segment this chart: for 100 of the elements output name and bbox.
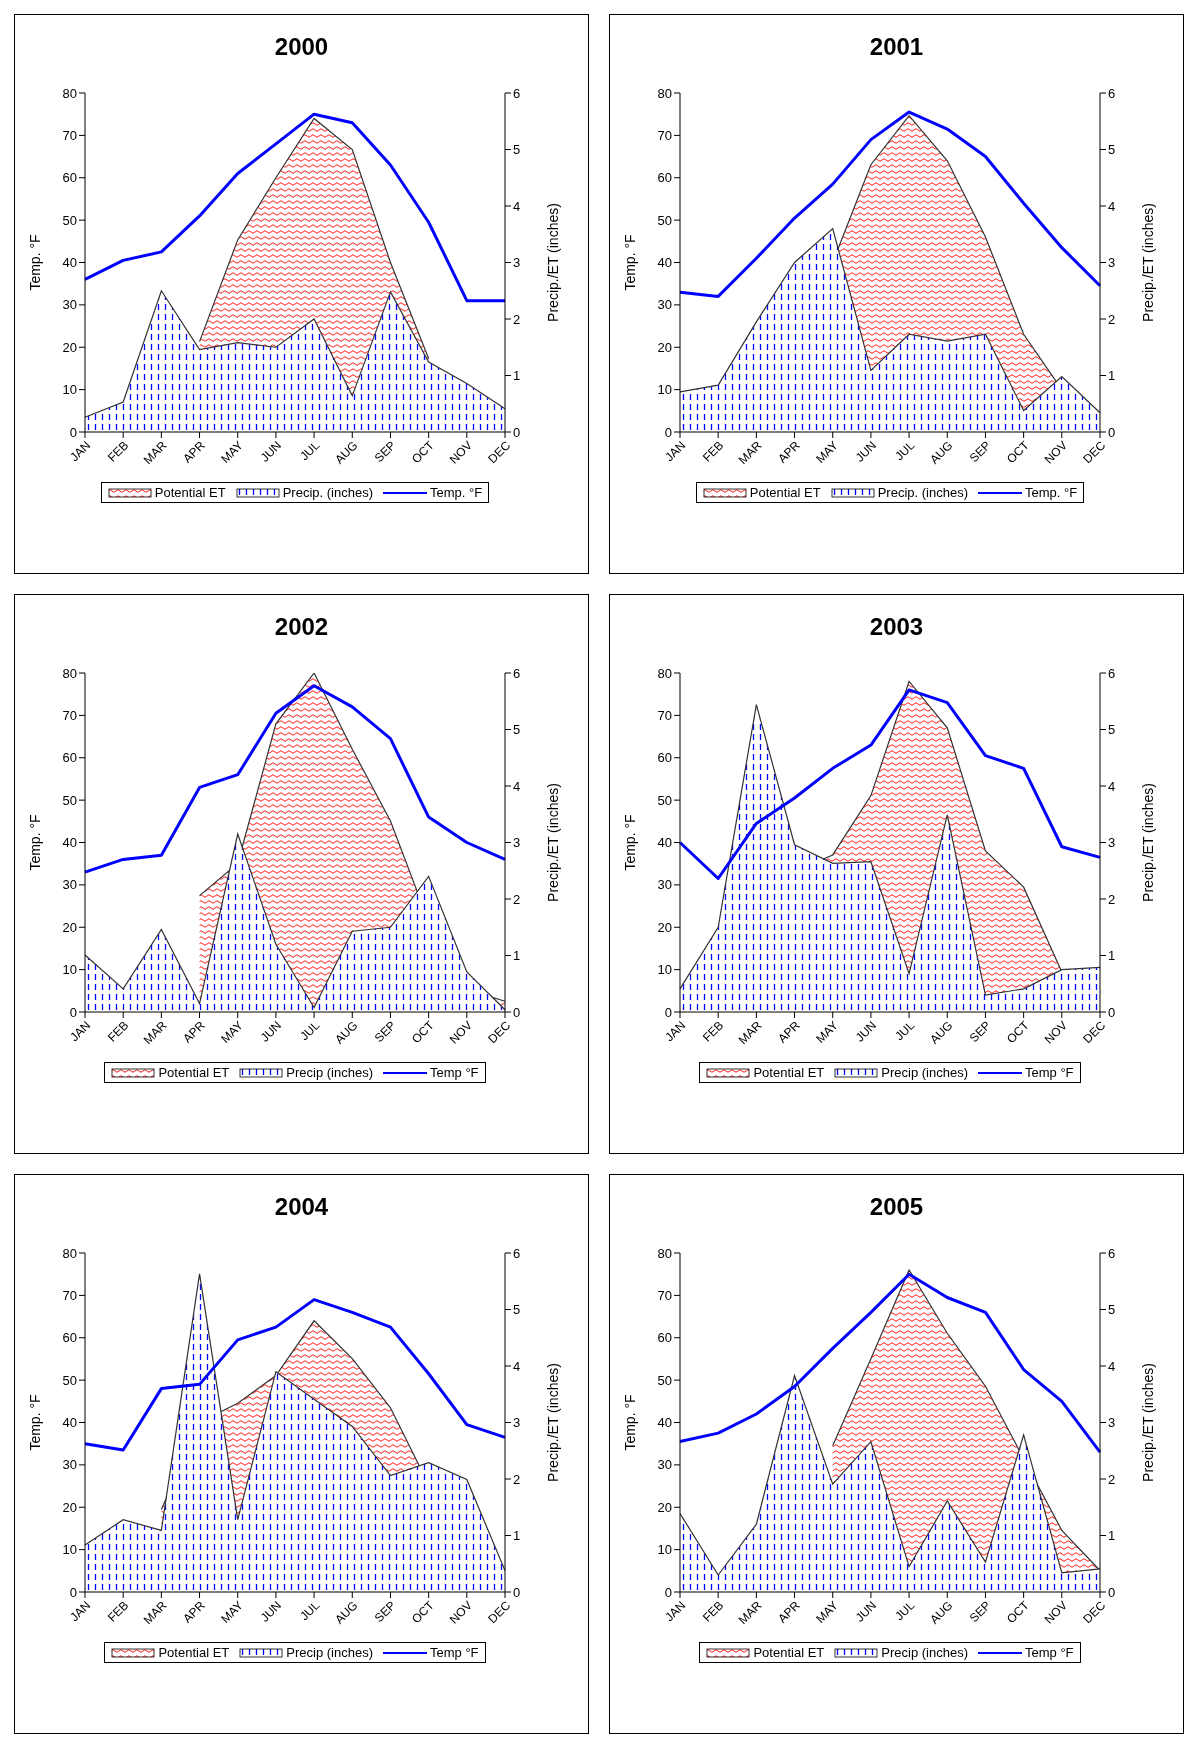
y-tick-label: 20 — [657, 339, 672, 355]
y2-tick-label: 0 — [513, 1584, 521, 1600]
x-tick-label: JUL — [892, 1018, 918, 1044]
chart-title: 2005 — [868, 1193, 925, 1222]
y-tick-label: 0 — [664, 424, 672, 440]
y-tick-label: 70 — [657, 1287, 672, 1303]
x-tick-label: JAN — [67, 1018, 94, 1045]
y2-tick-label: 4 — [1108, 198, 1116, 214]
chart-title: 2001 — [868, 33, 925, 62]
x-tick-label: JUL — [297, 1598, 323, 1624]
legend-label: Potential ET — [158, 1065, 230, 1080]
x-tick-label: FEB — [699, 1598, 727, 1625]
y2-axis-title: Precip./ET (inches) — [1139, 1363, 1156, 1482]
y2-axis-title: Precip./ET (inches) — [1139, 203, 1156, 322]
y-tick-label: 50 — [62, 792, 77, 808]
y-tick-label: 80 — [657, 665, 672, 681]
y2-tick-label: 1 — [513, 948, 521, 964]
y-tick-label: 40 — [657, 1415, 672, 1431]
y2-tick-label: 4 — [513, 198, 521, 214]
y-tick-label: 50 — [657, 1372, 672, 1388]
x-tick-label: FEB — [104, 1598, 132, 1625]
y-tick-label: 10 — [657, 382, 672, 398]
y-tick-label: 50 — [62, 1372, 77, 1388]
y2-tick-label: 2 — [1108, 891, 1116, 907]
y2-tick-label: 2 — [513, 311, 521, 327]
y-tick-label: 50 — [657, 212, 672, 228]
chart-title: 2000 — [273, 33, 330, 62]
x-tick-label: JUL — [297, 1018, 323, 1044]
y2-tick-label: 3 — [513, 1415, 521, 1431]
x-tick-label: JAN — [662, 1598, 689, 1625]
y2-tick-label: 6 — [513, 665, 521, 681]
y-tick-label: 50 — [62, 212, 77, 228]
y2-axis-title: Precip./ET (inches) — [544, 203, 561, 322]
y2-tick-label: 1 — [1108, 1528, 1116, 1544]
y-tick-label: 60 — [62, 1330, 77, 1346]
legend-label: Temp °F — [429, 1065, 479, 1080]
y-tick-label: 0 — [69, 1584, 77, 1600]
y2-tick-label: 5 — [1108, 722, 1116, 738]
x-tick-label: JUL — [892, 1598, 918, 1624]
x-tick-label: FEB — [699, 1018, 727, 1045]
y2-tick-label: 6 — [513, 1245, 521, 1261]
y-tick-label: 20 — [62, 1499, 77, 1515]
y2-tick-label: 2 — [1108, 311, 1116, 327]
line-series — [83, 112, 507, 303]
y2-tick-label: 4 — [1108, 778, 1116, 794]
line-series — [678, 110, 1102, 298]
y2-tick-label: 3 — [1108, 255, 1116, 271]
y2-tick-label: 1 — [513, 1528, 521, 1544]
y-tick-label: 30 — [62, 1457, 77, 1473]
x-tick-label: FEB — [699, 438, 727, 465]
y2-tick-label: 3 — [513, 255, 521, 271]
line-series — [83, 1298, 507, 1452]
y2-tick-label: 0 — [513, 424, 521, 440]
legend-label: Precip. (inches) — [282, 485, 373, 500]
y-tick-label: 80 — [62, 85, 77, 101]
y-tick-label: 70 — [657, 707, 672, 723]
y-tick-label: 40 — [657, 835, 672, 851]
y2-tick-label: 1 — [1108, 948, 1116, 964]
y2-tick-label: 4 — [1108, 1358, 1116, 1374]
x-tick-label: JAN — [67, 438, 94, 465]
y-tick-label: 10 — [657, 962, 672, 978]
y-tick-label: 80 — [62, 1245, 77, 1261]
x-tick-label: JUL — [297, 438, 323, 464]
y-tick-label: 80 — [62, 665, 77, 681]
y-tick-label: 10 — [657, 1542, 672, 1558]
line-series — [678, 1272, 1102, 1454]
y-axis-title: Temp. °F — [621, 234, 638, 291]
legend-label: Temp °F — [429, 1645, 479, 1660]
y-tick-label: 30 — [657, 1457, 672, 1473]
y2-tick-label: 6 — [1108, 665, 1116, 681]
legend-label: Potential ET — [749, 485, 821, 500]
y-tick-label: 0 — [664, 1004, 672, 1020]
x-tick-label: JAN — [662, 1018, 689, 1045]
chart-title: 2003 — [868, 613, 925, 642]
legend-label: Potential ET — [753, 1645, 825, 1660]
y-tick-label: 40 — [62, 835, 77, 851]
y-tick-label: 80 — [657, 85, 672, 101]
y-tick-label: 80 — [657, 1245, 672, 1261]
x-tick-label: JAN — [662, 438, 689, 465]
y-tick-label: 60 — [657, 750, 672, 766]
y-tick-label: 40 — [62, 1415, 77, 1431]
legend-label: Potential ET — [753, 1065, 825, 1080]
y-axis-title: Temp. °F — [26, 1394, 43, 1451]
y-tick-label: 60 — [657, 1330, 672, 1346]
legend-label: Temp. °F — [1024, 485, 1078, 500]
y-tick-label: 10 — [62, 962, 77, 978]
y-tick-label: 60 — [657, 170, 672, 186]
y2-tick-label: 0 — [1108, 1584, 1116, 1600]
y2-tick-label: 1 — [513, 368, 521, 384]
y-tick-label: 0 — [69, 1004, 77, 1020]
legend-label: Precip (inches) — [881, 1065, 968, 1080]
y-tick-label: 70 — [62, 1287, 77, 1303]
legend-label: Precip (inches) — [881, 1645, 968, 1660]
y-tick-label: 0 — [69, 424, 77, 440]
y2-tick-label: 2 — [513, 891, 521, 907]
y-axis-title: Temp. °F — [621, 814, 638, 871]
legend-label: Potential ET — [158, 1645, 230, 1660]
y2-tick-label: 3 — [1108, 835, 1116, 851]
y-tick-label: 0 — [664, 1584, 672, 1600]
y-tick-label: 30 — [657, 297, 672, 313]
